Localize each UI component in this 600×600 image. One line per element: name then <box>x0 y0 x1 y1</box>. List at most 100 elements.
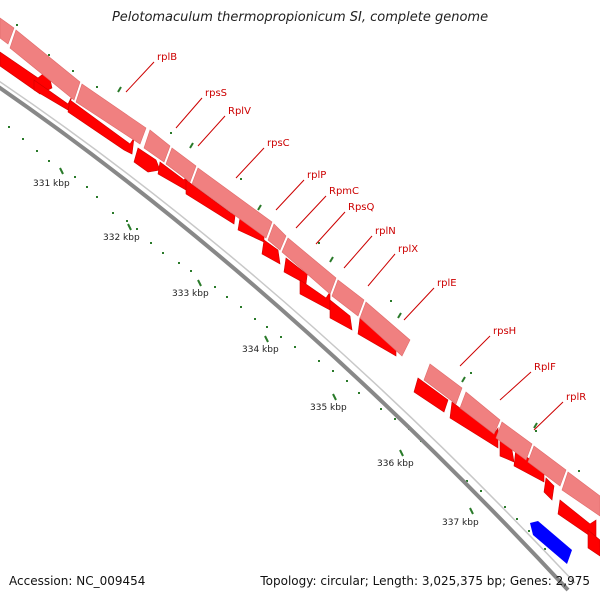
cds-arrow-7 <box>261 239 281 265</box>
cds-arrows <box>0 51 600 557</box>
gene-leader-1 <box>175 97 203 129</box>
tick-dot-inner-5 <box>86 186 88 188</box>
tick-dot-outer-9 <box>535 430 537 432</box>
tick-dot-inner-31 <box>466 480 468 482</box>
tick-dot-inner-36 <box>544 548 546 550</box>
gene-band-1 <box>9 29 81 101</box>
tick-dot-inner-35 <box>528 530 530 532</box>
gene-band-0 <box>0 17 15 45</box>
cds-arrow-17 <box>557 499 597 541</box>
tick-major-outer-2 <box>257 204 262 211</box>
gene-label-rplR: rplR <box>566 392 586 403</box>
gene-leader-7 <box>343 235 373 269</box>
gene-leader-10 <box>459 335 491 367</box>
tick-dot-inner-23 <box>346 380 348 382</box>
gene-leader-9 <box>403 287 435 321</box>
map-title: Pelotomaculum thermopropionicum SI, comp… <box>111 10 489 25</box>
cds-arrow-8 <box>283 257 309 285</box>
tick-major-outer-6 <box>533 422 538 429</box>
tick-dot-inner-8 <box>126 220 128 222</box>
gene-label-rpsS: rpsS <box>205 88 227 99</box>
tick-dot-inner-9 <box>136 228 138 230</box>
tick-dot-inner-21 <box>318 360 320 362</box>
gene-band-7 <box>281 237 337 295</box>
tick-dot-inner-18 <box>266 326 268 328</box>
tick-dot-outer-2 <box>72 70 74 72</box>
gene-leader-12 <box>533 401 564 431</box>
kbp-ticks: 331 kbp 332 kbp 333 kbp 334 kbp 335 kbp 336 k… <box>33 86 570 528</box>
tick-major-6 <box>469 507 474 515</box>
tick-dot-outer-5 <box>240 178 242 180</box>
tick-dot-outer-6 <box>318 242 320 244</box>
tick-major-1 <box>127 223 132 231</box>
gene-band-3 <box>143 129 171 163</box>
gene-label-rplX: rplX <box>398 244 418 255</box>
cds-arrow-5 <box>185 179 237 225</box>
tick-major-5 <box>399 449 404 457</box>
cds-arrow-2 <box>67 99 135 155</box>
gene-leader-8 <box>367 253 396 287</box>
tick-dot-inner-2 <box>36 150 38 152</box>
kbp-label-4: 335 kbp <box>310 403 347 413</box>
gene-label-rpsC: rpsC <box>267 138 290 149</box>
tick-dot-inner-16 <box>240 306 242 308</box>
kbp-label-6: 337 kbp <box>442 518 479 528</box>
kbp-label-3: 334 kbp <box>242 345 279 355</box>
tick-dot-inner-10 <box>150 242 152 244</box>
gene-label-RpmC: RpmC <box>329 186 359 197</box>
tick-dot-inner-12 <box>178 262 180 264</box>
gene-band-13 <box>527 445 567 487</box>
tick-dot-outer-7 <box>390 300 392 302</box>
tick-dot-inner-17 <box>254 318 256 320</box>
tick-dot-inner-26 <box>394 418 396 420</box>
gene-band-14 <box>561 471 600 517</box>
tick-major-outer-4 <box>397 312 402 319</box>
gene-label-rplP: rplP <box>307 170 326 181</box>
tick-dot-inner-11 <box>162 252 164 254</box>
tick-major-0 <box>59 167 64 175</box>
gene-band-2 <box>75 83 147 145</box>
gene-band-12 <box>495 421 533 461</box>
gene-band-5 <box>191 167 273 239</box>
tick-dot-inner-22 <box>332 370 334 372</box>
kbp-label-1: 332 kbp <box>103 233 140 243</box>
gene-label-rplB: rplB <box>157 52 177 63</box>
tick-dot-inner-19 <box>280 336 282 338</box>
gene-bands <box>0 17 600 517</box>
gene-band-10 <box>423 363 463 405</box>
tick-dot-outer-8 <box>470 372 472 374</box>
gene-band-6 <box>267 223 287 251</box>
tick-major-outer-0 <box>117 86 122 93</box>
gene-band-4 <box>165 147 197 183</box>
tick-dot-inner-20 <box>294 346 296 348</box>
accession-text: Accession: NC_009454 <box>9 574 146 588</box>
tick-dot-inner-34 <box>516 518 518 520</box>
gene-label-RplV: RplV <box>228 106 251 117</box>
tick-dot-inner-33 <box>504 506 506 508</box>
kbp-label-2: 333 kbp <box>172 289 209 299</box>
tick-dot-inner-15 <box>226 296 228 298</box>
tick-major-4 <box>332 393 337 401</box>
kbp-label-0: 331 kbp <box>33 179 70 189</box>
tick-dot-outer-3 <box>96 86 98 88</box>
tick-major-2 <box>197 279 202 287</box>
tick-dots <box>8 24 580 550</box>
gene-leader-6 <box>315 211 346 245</box>
tick-dot-outer-1 <box>48 54 50 56</box>
gene-leader-2 <box>197 115 226 147</box>
backbone-outer <box>0 85 570 592</box>
tick-major-3 <box>264 335 269 343</box>
tick-dot-inner-13 <box>190 270 192 272</box>
cds-arrow-12 <box>413 377 449 413</box>
topology-text: Topology: circular; Length: 3,025,375 bp… <box>260 574 590 588</box>
tick-dot-inner-14 <box>214 286 216 288</box>
gene-label-rpsH: rpsH <box>493 326 516 337</box>
kbp-label-5: 336 kbp <box>377 459 414 469</box>
gene-label-RplF: RplF <box>534 362 556 373</box>
gene-leader-11 <box>499 371 532 401</box>
gene-label-rplE: rplE <box>437 278 457 289</box>
cds-arrow-18 <box>587 529 600 557</box>
tick-dot-inner-0 <box>8 126 10 128</box>
tick-dot-inner-1 <box>22 138 24 140</box>
